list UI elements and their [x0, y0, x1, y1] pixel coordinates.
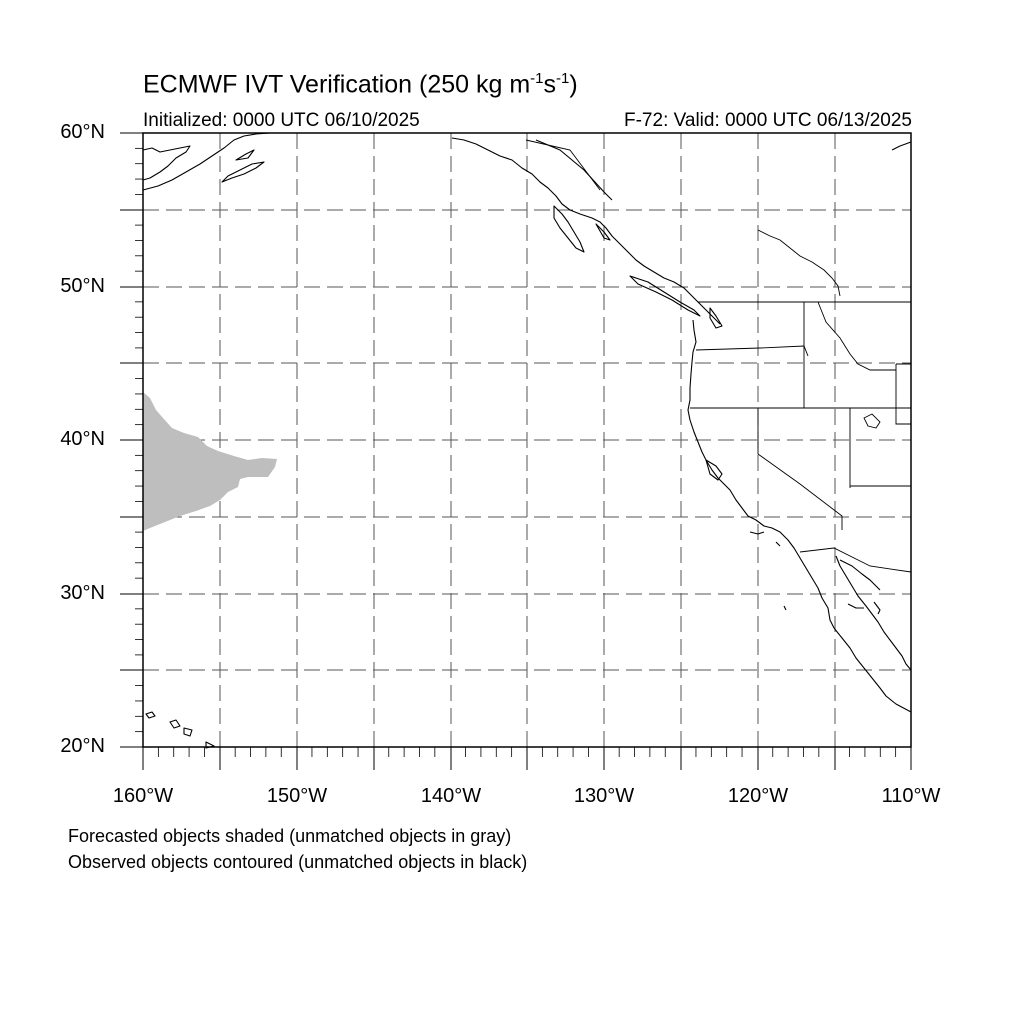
political-boundaries — [525, 139, 912, 573]
lat-label-40n: 40°N — [60, 428, 105, 450]
graticule — [143, 133, 911, 747]
forecast-objects-note: Forecasted objects shaded (unmatched obj… — [68, 826, 512, 846]
lon-label-160w: 160°W — [112, 785, 174, 807]
map-title: ECMWF IVT Verification (250 kg m-1s-1) — [143, 70, 578, 99]
lon-ticks — [142, 747, 912, 770]
lat-ticks — [120, 132, 143, 748]
lat-label-60n: 60°N — [60, 121, 105, 143]
lat-label-30n: 30°N — [60, 582, 105, 604]
lon-label-140w: 140°W — [420, 785, 482, 807]
coastlines — [142, 132, 912, 749]
lon-label-110w: 110°W — [881, 785, 941, 807]
lon-label-120w: 120°W — [727, 785, 789, 807]
lat-label-20n: 20°N — [60, 735, 105, 757]
valid-time: F-72: Valid: 0000 UTC 06/13/2025 — [624, 110, 912, 131]
minor-ticks — [135, 147, 897, 757]
lat-label-50n: 50°N — [60, 275, 105, 297]
lon-label-150w: 150°W — [266, 785, 328, 807]
observed-objects-note: Observed objects contoured (unmatched ob… — [68, 852, 528, 872]
unmatched-forecast-object-lobe — [213, 478, 238, 490]
lon-label-130w: 130°W — [573, 785, 635, 807]
unmatched-forecast-object — [143, 392, 277, 531]
initialized-time: Initialized: 0000 UTC 06/10/2025 — [143, 110, 420, 131]
